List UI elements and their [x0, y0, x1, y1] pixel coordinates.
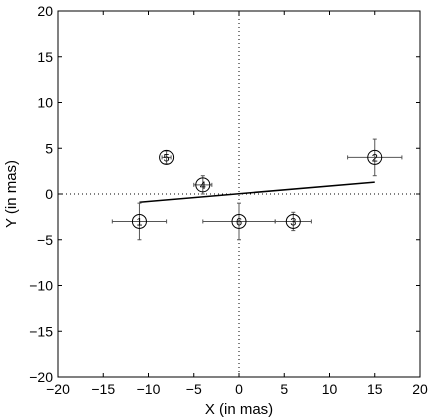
point-marker — [131, 213, 147, 229]
data-point: 6 — [202, 202, 276, 241]
point-marker — [159, 149, 175, 165]
point-marker — [285, 213, 301, 229]
y-tick-label: −20 — [29, 369, 53, 385]
fit-line — [139, 181, 375, 203]
data-point: 1 — [111, 202, 168, 241]
point-label: 1 — [136, 216, 142, 228]
y-tick-label: −5 — [37, 232, 53, 248]
point-label: 5 — [164, 152, 170, 164]
y-tick-label: 0 — [45, 186, 53, 202]
y-tick-label: −15 — [29, 323, 53, 339]
x-tick-label: 0 — [235, 381, 243, 397]
x-tick-label: 5 — [280, 381, 288, 397]
y-tick-label: 15 — [37, 49, 53, 65]
x-tick-label: −5 — [186, 381, 202, 397]
data-point: 4 — [193, 175, 213, 195]
data-point: 5 — [159, 149, 175, 165]
x-tick-label: 15 — [367, 381, 383, 397]
point-marker — [195, 177, 211, 193]
point-marker — [367, 149, 383, 165]
point-label: 2 — [372, 152, 378, 164]
x-tick-label: −10 — [137, 381, 161, 397]
y-tick-label: 5 — [45, 140, 53, 156]
x-axis-label: X (in mas) — [205, 401, 273, 418]
y-tick-label: −10 — [29, 278, 53, 294]
point-label: 3 — [290, 216, 296, 228]
data-points: 1 2 3 4 5 6 — [111, 138, 403, 241]
point-label: 4 — [200, 180, 206, 192]
y-axis-label: Y (in mas) — [3, 160, 20, 228]
point-label: 6 — [236, 216, 242, 228]
y-tick-label: 20 — [37, 3, 53, 19]
x-tick-label: 10 — [322, 381, 338, 397]
point-marker — [231, 213, 247, 229]
x-tick-label: −20 — [46, 381, 70, 397]
fit-line-group — [139, 181, 375, 203]
data-point: 2 — [347, 138, 403, 177]
x-tick-label: −15 — [91, 381, 115, 397]
x-tick-label: 20 — [412, 381, 428, 397]
y-tick-label: 10 — [37, 95, 53, 111]
